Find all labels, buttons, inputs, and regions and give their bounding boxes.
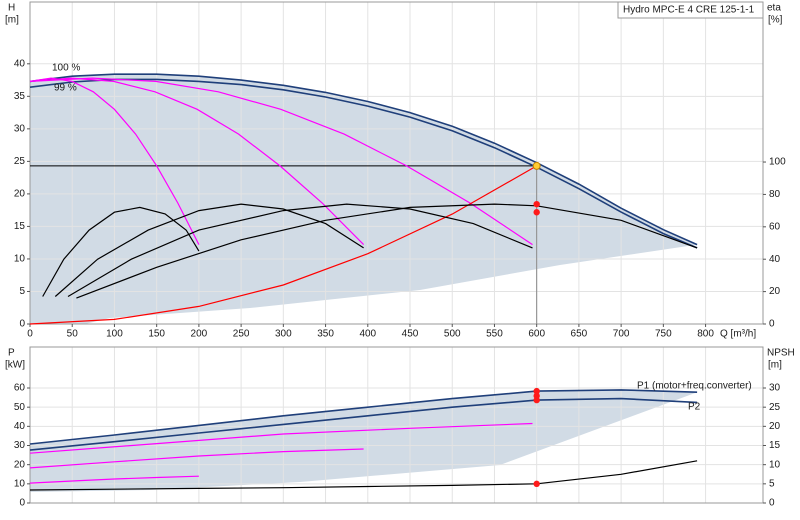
x-tick-label: 0: [27, 329, 33, 340]
series-label: 100 %: [52, 63, 80, 74]
y2-tick-label: 80: [769, 189, 781, 200]
x-tick-label: 50: [67, 329, 79, 340]
title-box: [617, 1, 764, 19]
curve: [29, 77, 533, 246]
plot-frame: [29, 1, 764, 325]
x-tick-label: 800: [697, 329, 714, 340]
operating-point: [533, 200, 540, 208]
series-label: 99 %: [54, 83, 77, 94]
chart-panel: 0 10 20 30 40 50 60 0 5 10 15 20 25 30 P[kW] NPSH[m] P1 …: [5, 346, 795, 509]
y-axis-unit: [kW]: [5, 360, 25, 371]
x-tick-label: 500: [444, 329, 461, 340]
series-label: P2: [688, 402, 701, 413]
y-tick-label: 10: [14, 478, 26, 489]
y2-axis-label: NPSH: [767, 348, 795, 359]
y2-tick-label: 40: [769, 254, 781, 265]
y2-tick-label: 25: [769, 402, 781, 413]
y-axis-label: H: [8, 3, 15, 14]
x-tick-label: 150: [148, 329, 165, 340]
x-tick-label: 100: [106, 329, 123, 340]
y2-tick-label: 5: [769, 478, 775, 489]
x-tick-label: 400: [359, 329, 376, 340]
x-axis-label: Q [m³/h]: [720, 329, 756, 340]
y2-tick-label: 30: [769, 383, 781, 394]
y-tick-label: 40: [14, 421, 26, 432]
curve: [29, 397, 698, 451]
y2-tick-label: 0: [769, 498, 775, 509]
y-tick-label: 5: [19, 286, 25, 297]
y-tick-label: 20: [14, 189, 26, 200]
y2-tick-label: 15: [769, 440, 781, 451]
curve: [76, 203, 698, 299]
plot-frame: [29, 346, 764, 504]
y-tick-label: 20: [14, 459, 26, 470]
x-tick-label: 650: [571, 329, 588, 340]
duty-point: [532, 161, 541, 170]
curve: [29, 165, 537, 325]
y2-tick-label: 60: [769, 221, 781, 232]
x-tick-label: 700: [613, 329, 630, 340]
x-tick-label: 550: [486, 329, 503, 340]
chart-title: Hydro MPC-E 4 CRE 125-1-1: [623, 5, 755, 16]
curve: [29, 77, 365, 246]
y2-tick-label: 10: [769, 459, 781, 470]
y-tick-label: 60: [14, 383, 26, 394]
y2-tick-label: 100: [769, 157, 786, 168]
x-tick-label: 600: [528, 329, 545, 340]
curve: [42, 206, 200, 297]
x-tick-label: 350: [317, 329, 334, 340]
y2-axis-label: eta: [767, 3, 781, 14]
y-tick-label: 40: [14, 58, 26, 69]
curve: [67, 203, 533, 298]
operating-point: [533, 480, 540, 488]
curve: [29, 460, 698, 491]
y-tick-label: 30: [14, 440, 26, 451]
x-tick-label: 750: [655, 329, 672, 340]
operating-range: [30, 74, 698, 325]
y-tick-label: 10: [14, 254, 26, 265]
y-axis-unit: [m]: [5, 15, 19, 26]
x-tick-label: 200: [191, 329, 208, 340]
x-tick-label: 250: [233, 329, 250, 340]
operating-point: [533, 396, 540, 404]
y2-axis-unit: [m]: [768, 360, 782, 371]
y-tick-label: 25: [14, 156, 26, 167]
y-tick-label: 35: [14, 91, 26, 102]
curve: [29, 422, 533, 454]
operating-point: [533, 387, 540, 395]
curve: [29, 475, 199, 484]
operating-range: [30, 389, 698, 492]
y-tick-label: 0: [19, 319, 25, 330]
y-axis-label: P: [8, 348, 15, 359]
y-tick-label: 15: [14, 221, 26, 232]
y2-tick-label: 20: [769, 286, 781, 297]
x-tick-label: 450: [402, 329, 419, 340]
operating-point: [533, 209, 540, 216]
curve: [29, 389, 698, 445]
y-tick-label: 0: [19, 498, 25, 509]
y2-axis-unit: [%]: [768, 15, 783, 26]
curve: [29, 73, 698, 246]
series-label: P1 (motor+freq.converter): [637, 381, 752, 392]
x-tick-label: 300: [275, 329, 292, 340]
y-tick-label: 50: [14, 402, 26, 413]
y2-tick-label: 0: [769, 319, 775, 330]
y2-tick-label: 20: [769, 421, 781, 432]
curve: [29, 448, 364, 469]
y-tick-label: 30: [14, 123, 26, 134]
curve: [29, 78, 698, 249]
curve: [54, 203, 364, 297]
